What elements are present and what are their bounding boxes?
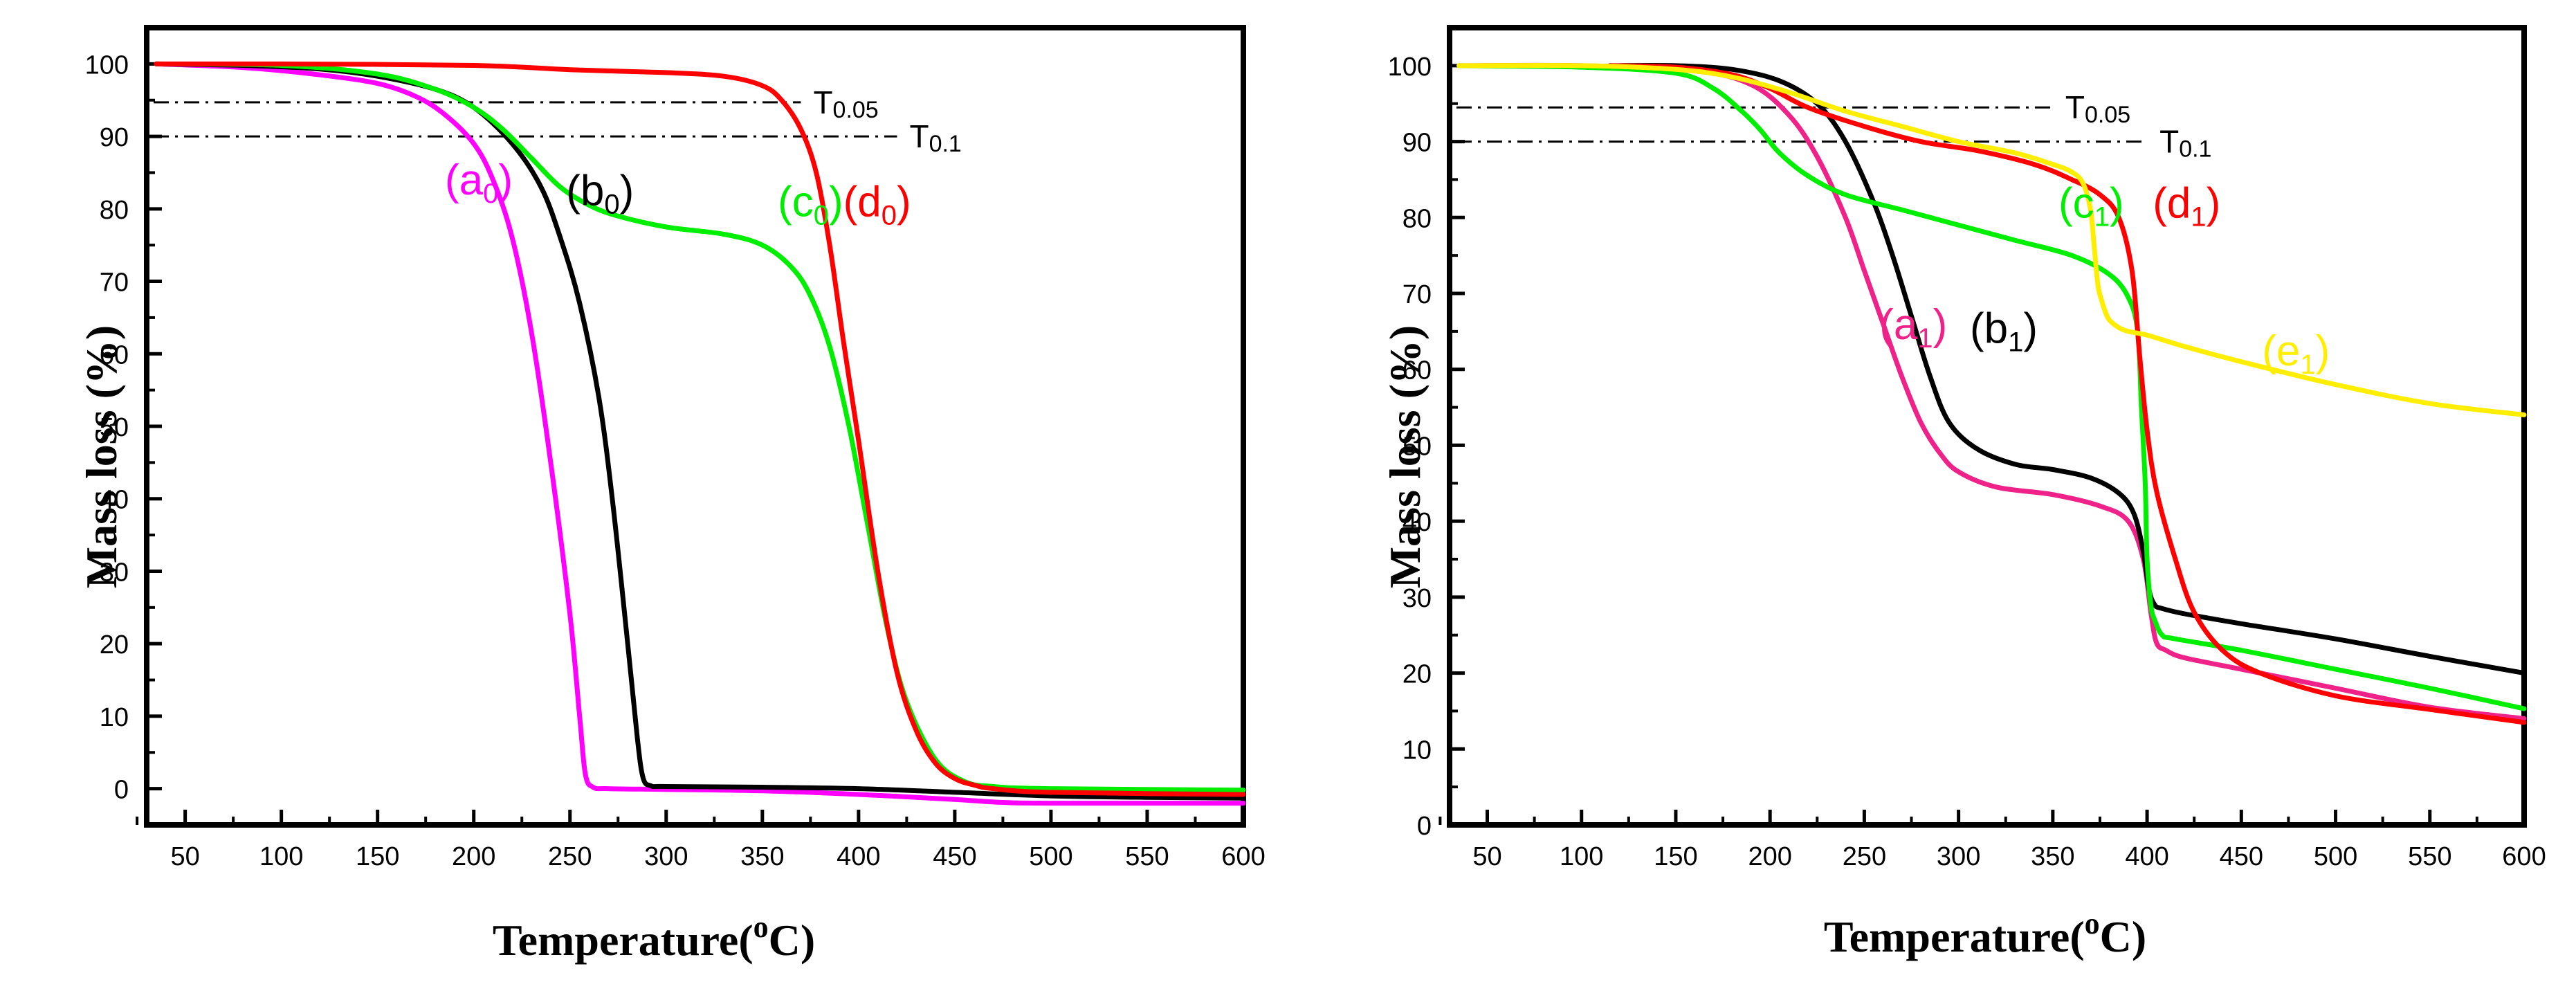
threshold-label: T0.05 bbox=[813, 84, 878, 123]
series-line-e1 bbox=[1456, 62, 2527, 417]
y-tick-label: 30 bbox=[1403, 584, 1432, 613]
plot-frame bbox=[1447, 25, 2527, 828]
x-axis-title: Temperature(oC) bbox=[1824, 907, 2146, 961]
x-tick-label: 300 bbox=[644, 842, 688, 871]
y-tick-label: 0 bbox=[114, 776, 129, 805]
y-tick-label: 30 bbox=[100, 558, 129, 587]
x-tick-label: 600 bbox=[2502, 842, 2546, 871]
series-line-d1 bbox=[1607, 63, 2527, 725]
x-tick-label: 350 bbox=[740, 842, 784, 871]
y-tick-label: 0 bbox=[1417, 812, 1432, 841]
y-tick-label: 50 bbox=[1403, 432, 1432, 461]
series-label-d0: (d0) bbox=[843, 178, 911, 230]
series-label-b0: (b0) bbox=[566, 167, 634, 220]
x-tick-label: 50 bbox=[1472, 842, 1501, 871]
y-tick-label: 80 bbox=[100, 196, 129, 225]
x-tick-label: 300 bbox=[1937, 842, 1980, 871]
x-tick-label: 200 bbox=[1748, 842, 1791, 871]
x-tick-label: 150 bbox=[356, 842, 399, 871]
y-tick-label: 20 bbox=[100, 630, 129, 660]
series-line-a1 bbox=[1456, 62, 2527, 721]
x-tick-label: 450 bbox=[2220, 842, 2263, 871]
series-label-e1: (e1) bbox=[2262, 327, 2330, 380]
y-tick-label: 60 bbox=[1403, 356, 1432, 385]
series-line-b0 bbox=[154, 61, 1246, 801]
x-tick-label: 250 bbox=[548, 842, 592, 871]
x-tick-label: 500 bbox=[1029, 842, 1072, 871]
y-tick-label: 100 bbox=[85, 51, 129, 80]
x-tick-label: 100 bbox=[259, 842, 303, 871]
series-line-b1 bbox=[1607, 62, 2527, 676]
series-line-c0 bbox=[154, 61, 1246, 793]
threshold-label: T0.1 bbox=[909, 118, 961, 157]
threshold-label: T0.05 bbox=[2065, 89, 2130, 128]
series-label-d1: (d1) bbox=[2153, 179, 2220, 232]
y-tick-label: 100 bbox=[1388, 53, 1432, 82]
x-tick-label: 250 bbox=[1843, 842, 1886, 871]
series-line-c1 bbox=[1456, 63, 2527, 711]
series-label-c0: (c0) bbox=[778, 178, 843, 230]
y-tick-label: 60 bbox=[100, 340, 129, 370]
y-tick-label: 70 bbox=[100, 269, 129, 298]
y-tick-label: 90 bbox=[100, 123, 129, 152]
x-tick-label: 100 bbox=[1560, 842, 1603, 871]
x-tick-label: 400 bbox=[2125, 842, 2168, 871]
series-line-a0 bbox=[154, 61, 1246, 806]
y-tick-label: 40 bbox=[100, 486, 129, 515]
chart-panel-2: 50 100 150 200 250 300 350 400 450 500 550 600 0 10 20… bbox=[1380, 25, 2546, 961]
x-tick-label: 600 bbox=[1221, 842, 1265, 871]
y-tick-label: 10 bbox=[1403, 736, 1432, 765]
x-tick-label: 350 bbox=[2031, 842, 2074, 871]
y-axis-title: Mass loss (%) bbox=[77, 325, 126, 588]
x-tick-label: 500 bbox=[2314, 842, 2357, 871]
x-tick-label: 400 bbox=[837, 842, 880, 871]
threshold-label: T0.1 bbox=[2159, 124, 2211, 163]
y-tick-label: 70 bbox=[1403, 280, 1432, 309]
series-label-a1: (a1) bbox=[1879, 301, 1947, 354]
plot-frame bbox=[144, 25, 1246, 828]
x-tick-label: 150 bbox=[1654, 842, 1697, 871]
x-tick-label: 50 bbox=[170, 842, 199, 871]
chart-panel-1: 50 100 150 200 250 300 350 400 450 500 550 600 0 10 20… bbox=[77, 25, 1266, 965]
y-tick-label: 50 bbox=[100, 413, 129, 442]
x-tick-label: 550 bbox=[2408, 842, 2451, 871]
x-tick-label: 200 bbox=[452, 842, 495, 871]
y-tick-label: 10 bbox=[100, 703, 129, 732]
y-tick-label: 80 bbox=[1403, 204, 1432, 233]
y-tick-label: 20 bbox=[1403, 660, 1432, 689]
series-label-a0: (a0) bbox=[445, 156, 513, 209]
x-tick-label: 550 bbox=[1125, 842, 1169, 871]
y-axis-title: Mass loss (%) bbox=[1380, 325, 1429, 588]
series-label-c1: (c1) bbox=[2058, 179, 2124, 232]
x-axis-title: Temperature(oC) bbox=[493, 910, 815, 965]
x-tick-label: 450 bbox=[933, 842, 976, 871]
series-label-b1: (b1) bbox=[1970, 304, 2038, 357]
y-tick-label: 90 bbox=[1403, 129, 1432, 158]
y-tick-label: 40 bbox=[1403, 508, 1432, 537]
series-line-d0 bbox=[154, 61, 1246, 797]
